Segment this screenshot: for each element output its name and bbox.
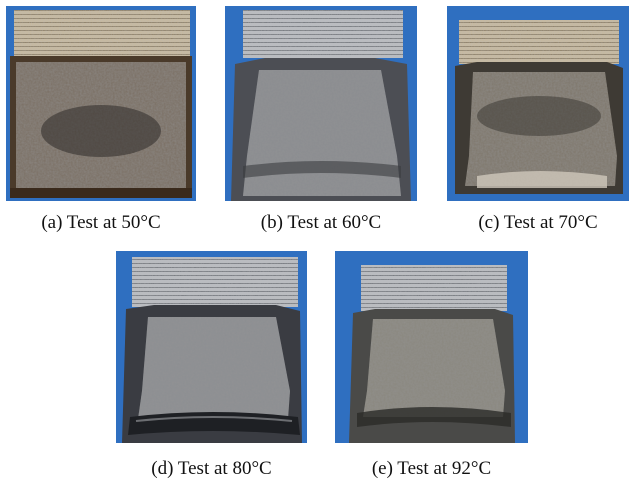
specimen-photo-b [225, 6, 417, 201]
caption-b: (b) Test at 60°C [260, 212, 382, 233]
caption-e: (e) Test at 92°C [371, 458, 492, 479]
caption-c: (c) Test at 70°C [478, 212, 598, 233]
specimen-photo-d [116, 251, 307, 443]
caption-d: (d) Test at 80°C [151, 458, 272, 479]
caption-a: (a) Test at 50°C [41, 212, 161, 233]
specimen-photo-c [447, 6, 629, 201]
specimen-photo-e [335, 251, 528, 443]
specimen-photo-a [6, 6, 196, 201]
